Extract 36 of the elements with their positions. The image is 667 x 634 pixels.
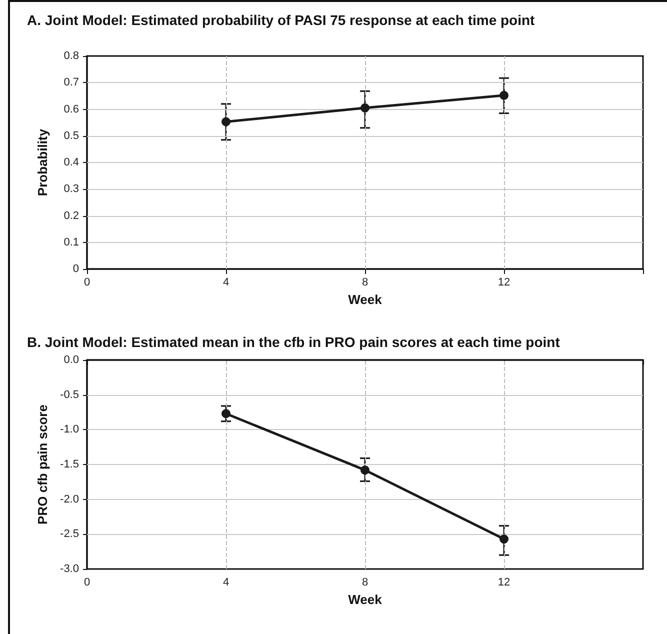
x-axis-title: Week (348, 592, 383, 607)
chart-title: A. Joint Model: Estimated probability of PASI 75 response at each time point (27, 12, 536, 28)
y-tick-label: 0.5 (64, 130, 79, 142)
y-tick-label: 0.3 (64, 183, 79, 196)
x-tick-label: 4 (222, 276, 230, 288)
y-tick-label: -2.0 (60, 493, 79, 506)
y-tick-label: 0 (72, 263, 79, 275)
y-tick-label: 0.6 (64, 103, 79, 116)
y-axis-title: PRO cfb pain score (35, 404, 50, 524)
x-tick-label: 0 (84, 576, 90, 588)
point (222, 409, 230, 418)
x-tick-label: 8 (362, 576, 368, 588)
point (222, 117, 230, 126)
x-tick-label: 0 (84, 276, 90, 288)
y-tick-label: -1.0 (60, 424, 79, 436)
y-tick-label: 0.2 (64, 210, 79, 222)
y-tick-label: 0.8 (64, 50, 79, 62)
y-tick-label: -0.5 (60, 388, 79, 401)
x-tick-label: 8 (362, 276, 368, 288)
y-tick-label: 0.7 (64, 76, 79, 89)
point (360, 103, 370, 112)
y-tick-label: -2.5 (60, 528, 79, 540)
x-tick-label: 4 (222, 576, 230, 588)
point (500, 534, 508, 544)
y-tick-label: -1.5 (60, 458, 79, 470)
y-tick-label: 0.1 (64, 236, 79, 248)
x-axis-title: Week (348, 292, 383, 307)
x-tick-label: 12 (498, 576, 510, 588)
y-tick-label: 0.4 (64, 156, 79, 168)
y-axis-title: Probability (35, 128, 50, 196)
y-tick-label: 0.0 (64, 354, 79, 366)
x-tick-label: 12 (498, 276, 510, 288)
point (360, 466, 370, 475)
y-tick-label: -3.0 (60, 563, 79, 575)
point (500, 90, 508, 100)
chart-title: B. Joint Model: Estimated mean in the cfb in PRO pain scores at each time point (27, 334, 560, 350)
